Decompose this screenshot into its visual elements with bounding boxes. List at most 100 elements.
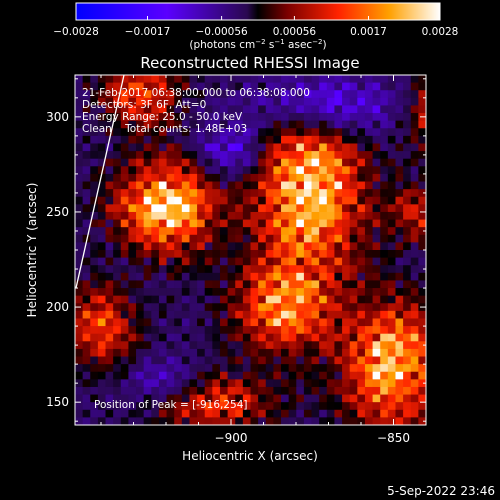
heatmap-cell	[258, 402, 267, 411]
heatmap-cell	[395, 219, 404, 228]
heatmap-cell	[403, 417, 412, 425]
heatmap-cell	[326, 242, 335, 251]
heatmap-cell	[105, 310, 114, 319]
heatmap-cell	[158, 356, 167, 365]
heatmap-cell	[410, 379, 419, 388]
heatmap-cell	[197, 242, 206, 251]
heatmap-cell	[250, 265, 259, 274]
heatmap-cell	[242, 379, 251, 388]
heatmap-cell	[342, 120, 351, 129]
heatmap-cell	[265, 128, 274, 137]
heatmap-cell	[143, 113, 152, 122]
heatmap-cell	[334, 211, 343, 220]
heatmap-cell	[403, 371, 412, 380]
heatmap-cell	[334, 143, 343, 152]
heatmap-cell	[357, 234, 366, 243]
heatmap-cell	[418, 341, 426, 350]
y-tick-label: 300	[46, 110, 69, 124]
heatmap-cell	[189, 379, 198, 388]
y-axis-label: Heliocentric Y (arcsec)	[25, 183, 39, 318]
heatmap-cell	[250, 158, 259, 167]
heatmap-cell	[342, 288, 351, 297]
heatmap-cell	[258, 82, 267, 91]
heatmap-cell	[303, 394, 312, 403]
heatmap-cell	[418, 265, 426, 274]
heatmap-cell	[212, 318, 221, 327]
heatmap-cell	[174, 394, 183, 403]
heatmap-cell	[235, 242, 244, 251]
heatmap-cell	[273, 181, 282, 190]
heatmap-cell	[235, 82, 244, 91]
heatmap-cell	[403, 379, 412, 388]
heatmap-cell	[349, 135, 358, 144]
heatmap-cell	[105, 151, 114, 160]
heatmap-cell	[105, 158, 114, 167]
heatmap-cell	[364, 409, 373, 418]
heatmap-cell	[97, 310, 106, 319]
heatmap-cell	[143, 173, 152, 182]
heatmap-cell	[334, 417, 343, 425]
heatmap-cell	[197, 409, 206, 418]
heatmap-cell	[90, 333, 99, 342]
heatmap-cell	[197, 265, 206, 274]
heatmap-cell	[166, 173, 175, 182]
heatmap-cell	[265, 333, 274, 342]
heatmap-cell	[311, 135, 320, 144]
heatmap-cell	[136, 371, 145, 380]
heatmap-cell	[227, 295, 236, 304]
heatmap-cell	[387, 120, 396, 129]
heatmap-cell	[219, 272, 229, 281]
heatmap-cell	[410, 82, 419, 91]
heatmap-cell	[97, 181, 106, 190]
heatmap-cell	[235, 143, 244, 152]
heatmap-cell	[90, 417, 99, 425]
heatmap-cell	[75, 120, 84, 129]
heatmap-cell	[273, 82, 282, 91]
heatmap-cell	[158, 417, 167, 425]
heatmap-cell	[90, 295, 99, 304]
heatmap-cell	[105, 219, 114, 228]
heatmap-cell	[303, 371, 312, 380]
heatmap-cell	[204, 303, 213, 312]
heatmap-cell	[288, 318, 297, 327]
heatmap-cell	[250, 204, 259, 213]
heatmap-cell	[242, 318, 251, 327]
heatmap-cell	[364, 272, 373, 281]
heatmap-cell	[174, 310, 183, 319]
heatmap-cell	[387, 97, 396, 106]
heatmap-cell	[113, 135, 122, 144]
heatmap-cell	[387, 394, 396, 403]
heatmap-cell	[319, 326, 328, 335]
heatmap-cell	[166, 257, 175, 266]
heatmap-cell	[158, 303, 167, 312]
heatmap-cell	[319, 135, 328, 144]
heatmap-cell	[387, 143, 396, 152]
heatmap-cell	[136, 417, 145, 425]
heatmap-cell	[296, 348, 305, 357]
heatmap-cell	[357, 318, 366, 327]
heatmap-cell	[90, 348, 99, 357]
heatmap-cell	[166, 250, 175, 259]
heatmap-cell	[120, 242, 129, 251]
heatmap-cell	[250, 173, 259, 182]
heatmap-cell	[242, 288, 251, 297]
heatmap-cell	[334, 295, 343, 304]
heatmap-cell	[212, 90, 221, 99]
heatmap-cell	[357, 402, 366, 411]
heatmap-cell	[204, 364, 213, 373]
heatmap-cell	[303, 234, 312, 243]
heatmap-cell	[349, 143, 358, 152]
heatmap-cell	[166, 310, 175, 319]
heatmap-cell	[250, 90, 259, 99]
heatmap-cell	[204, 234, 213, 243]
heatmap-cell	[311, 128, 320, 137]
heatmap-cell	[158, 97, 167, 106]
heatmap-cell	[418, 356, 426, 365]
heatmap-cell	[97, 128, 106, 137]
heatmap-cell	[281, 356, 290, 365]
heatmap-cell	[364, 234, 373, 243]
heatmap-cell	[174, 417, 183, 425]
heatmap-cell	[143, 348, 152, 357]
heatmap-cell	[75, 105, 84, 114]
heatmap-cell	[189, 341, 198, 350]
